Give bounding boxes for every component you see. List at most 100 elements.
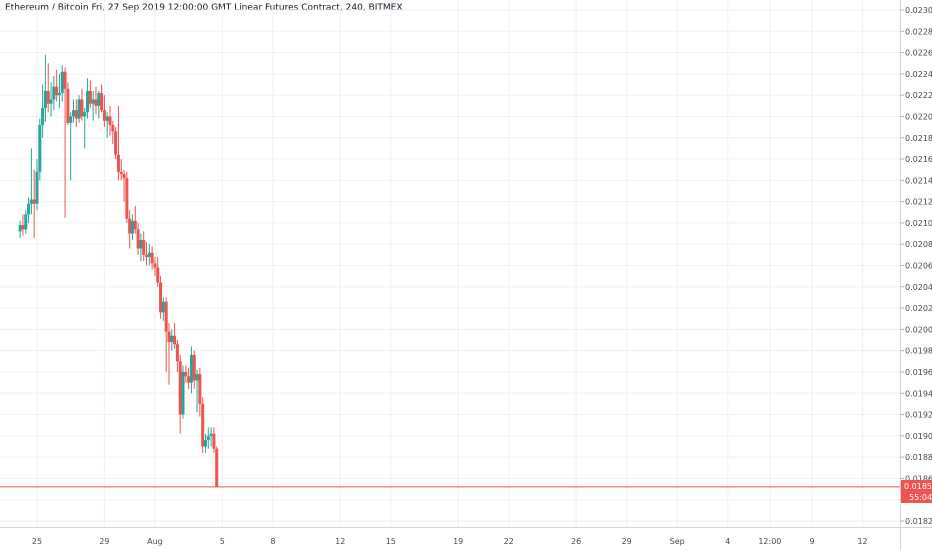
candle-body[interactable] xyxy=(201,403,205,447)
x-tick-label: Sep xyxy=(670,537,685,546)
candle-body[interactable] xyxy=(125,178,129,219)
candle-body[interactable] xyxy=(173,335,177,345)
candle-body[interactable] xyxy=(209,433,213,436)
candle-body[interactable] xyxy=(139,239,143,249)
candle-body[interactable] xyxy=(77,99,81,119)
candle-body[interactable] xyxy=(18,225,22,232)
chart-title: Ethereum / Bitcoin Fri, 27 Sep 2019 12:0… xyxy=(5,3,403,13)
candle-body[interactable] xyxy=(122,173,126,179)
candle-body[interactable] xyxy=(203,440,207,447)
x-tick-label: 22 xyxy=(504,537,514,546)
candle-body[interactable] xyxy=(111,124,115,132)
candle-body[interactable] xyxy=(55,86,59,96)
x-tick-label: 26 xyxy=(571,537,581,546)
candle-body[interactable] xyxy=(192,354,196,381)
candle-body[interactable] xyxy=(24,214,28,230)
candle-body[interactable] xyxy=(198,374,202,404)
candle-body[interactable] xyxy=(150,252,154,264)
candle-body[interactable] xyxy=(74,110,78,119)
candle-body[interactable] xyxy=(29,199,33,204)
candle-body[interactable] xyxy=(170,335,174,343)
candle-body[interactable] xyxy=(72,110,76,117)
candle-body[interactable] xyxy=(38,124,42,172)
candle-body[interactable] xyxy=(189,354,193,383)
x-tick-label: 4 xyxy=(725,537,730,546)
candle-body[interactable] xyxy=(69,116,73,123)
candle-body[interactable] xyxy=(94,99,98,106)
candle-body[interactable] xyxy=(130,220,134,234)
candle-body[interactable] xyxy=(63,71,67,89)
countdown-label-bg xyxy=(901,491,932,503)
candle-body[interactable] xyxy=(86,90,90,113)
candle-body[interactable] xyxy=(105,116,109,121)
candle-body[interactable] xyxy=(175,344,179,362)
candle-body[interactable] xyxy=(161,301,165,313)
candle-body[interactable] xyxy=(215,448,219,487)
candle-body[interactable] xyxy=(80,99,84,117)
candle-body[interactable] xyxy=(100,93,104,111)
candle-body[interactable] xyxy=(66,88,70,123)
candle-body[interactable] xyxy=(212,433,216,449)
candle-body[interactable] xyxy=(41,107,45,125)
candle-body[interactable] xyxy=(156,267,160,283)
x-tick-label: 29 xyxy=(622,537,632,546)
candle-body[interactable] xyxy=(116,154,120,172)
candle-body[interactable] xyxy=(91,99,95,104)
candle-body[interactable] xyxy=(49,99,53,104)
candle-body[interactable] xyxy=(181,371,185,415)
candle-body[interactable] xyxy=(88,90,92,104)
candle-body[interactable] xyxy=(114,131,118,155)
candle-body[interactable] xyxy=(133,220,137,230)
candle-body[interactable] xyxy=(187,376,191,383)
candle-body[interactable] xyxy=(142,239,146,255)
candle-body[interactable] xyxy=(164,301,168,332)
candle-body[interactable] xyxy=(184,371,188,377)
candle-body[interactable] xyxy=(46,90,50,104)
candle-body[interactable] xyxy=(178,361,182,415)
candle-body[interactable] xyxy=(159,282,163,313)
candle-body[interactable] xyxy=(35,171,39,204)
candle-body[interactable] xyxy=(27,203,31,215)
x-tick-label: 8 xyxy=(270,537,275,546)
candle-body[interactable] xyxy=(147,252,151,257)
candle-body[interactable] xyxy=(136,229,140,249)
candle-body[interactable] xyxy=(119,171,123,174)
candle-body[interactable] xyxy=(102,110,106,121)
candle-body[interactable] xyxy=(153,263,157,268)
candle-body[interactable] xyxy=(145,254,149,257)
candle-body[interactable] xyxy=(32,199,36,204)
x-tick-label: 12 xyxy=(335,537,345,546)
candle-body[interactable] xyxy=(108,116,112,125)
candle-body[interactable] xyxy=(195,374,199,381)
x-tick-label: 5 xyxy=(220,537,225,546)
candle-body[interactable] xyxy=(60,71,64,94)
candle-body[interactable] xyxy=(52,86,56,100)
candle-body[interactable] xyxy=(21,225,25,230)
candle-body[interactable] xyxy=(167,331,171,343)
candle-body[interactable] xyxy=(57,93,61,96)
candle-body[interactable] xyxy=(43,90,47,108)
x-tick-label: Aug xyxy=(147,537,163,546)
candle-body[interactable] xyxy=(97,93,101,106)
candle-body[interactable] xyxy=(128,218,132,234)
x-tick-label: 29 xyxy=(99,537,109,546)
candle-body[interactable] xyxy=(83,112,87,117)
candle-body[interactable] xyxy=(206,435,210,441)
